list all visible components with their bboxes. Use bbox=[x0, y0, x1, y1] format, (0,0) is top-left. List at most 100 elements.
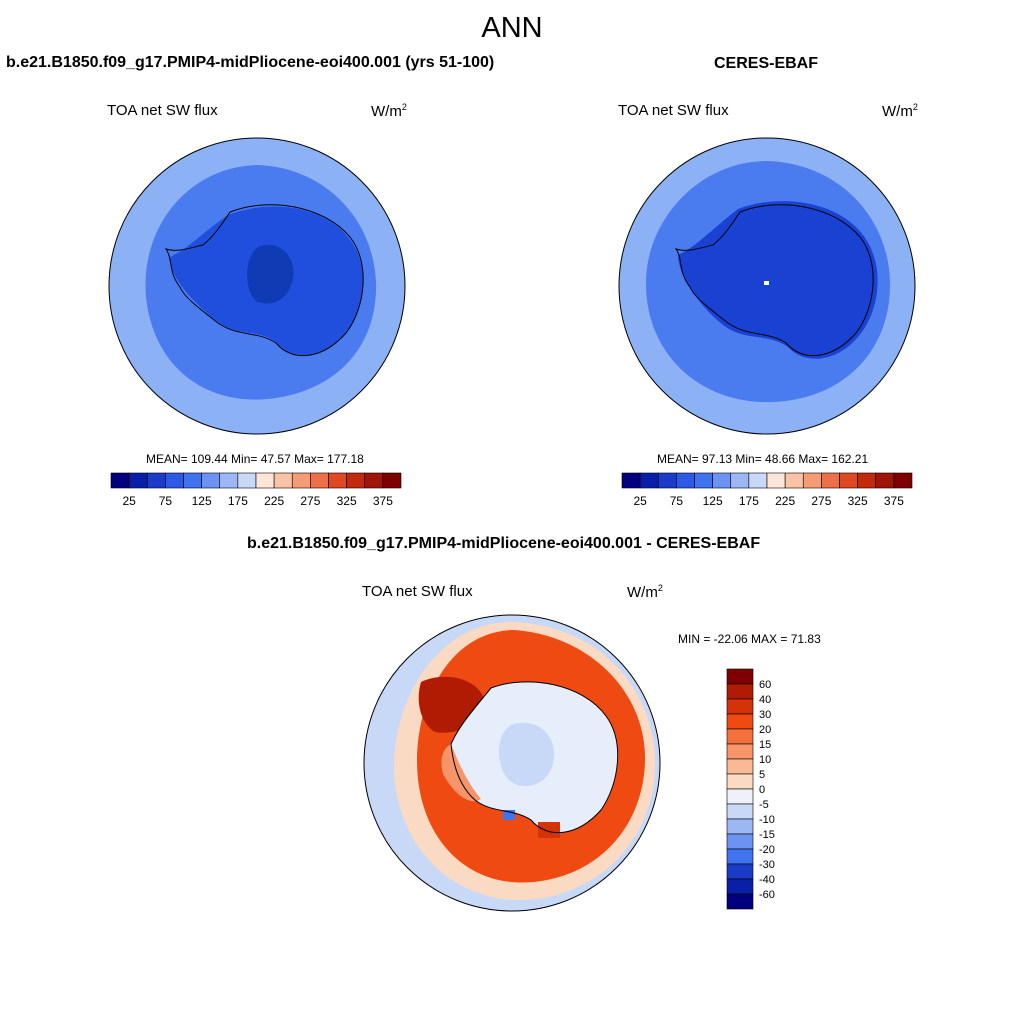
panel1-units: W/m2 bbox=[371, 102, 407, 120]
colorbar-diff-tick-label: -15 bbox=[759, 829, 775, 841]
colorbar-diff-tick-label: -20 bbox=[759, 844, 775, 856]
colorbar-model-swatch bbox=[219, 472, 239, 489]
panel2-stats: MEAN= 97.13 Min= 48.66 Max= 162.21 bbox=[657, 452, 869, 466]
colorbar-model-swatch bbox=[255, 472, 275, 489]
colorbar-model-swatch bbox=[346, 472, 366, 489]
map-diff-red-patch bbox=[538, 822, 560, 838]
colorbar-model-swatch bbox=[201, 472, 221, 489]
colorbar-obs-swatch bbox=[802, 472, 822, 489]
colorbar-model-tick-label: 275 bbox=[300, 494, 320, 508]
colorbar-diff-tick-label: 0 bbox=[759, 784, 765, 796]
colorbar-diff-swatch bbox=[726, 773, 754, 790]
map-obs bbox=[618, 137, 916, 435]
map-obs-coastline bbox=[674, 204, 874, 357]
colorbar-diff-swatch bbox=[726, 713, 754, 730]
colorbar-obs-swatch bbox=[676, 472, 695, 489]
colorbar-obs-tick-label: 75 bbox=[670, 494, 684, 508]
panel2-title: CERES-EBAF bbox=[714, 55, 819, 72]
colorbar-diff-swatch bbox=[726, 698, 754, 715]
colorbar-model-tick-label: 225 bbox=[264, 494, 284, 508]
colorbar-obs-swatch bbox=[639, 472, 659, 489]
colorbar-diff-swatch bbox=[726, 878, 754, 895]
panel2-units-base: W/m bbox=[882, 103, 913, 120]
colorbar-model-swatch bbox=[110, 472, 130, 489]
colorbar-obs-swatch bbox=[766, 472, 786, 489]
colorbar-diff-tick-label: -10 bbox=[759, 814, 775, 826]
colorbar-diff-tick-label: -60 bbox=[759, 889, 775, 901]
map-model bbox=[108, 137, 406, 435]
panel3-stats: MIN = -22.06 MAX = 71.83 bbox=[678, 632, 821, 646]
colorbar-model-tick-label: 125 bbox=[192, 494, 212, 508]
colorbar-diff-swatch bbox=[726, 848, 754, 865]
map-model-plateau bbox=[247, 244, 294, 304]
colorbar-obs-tick-label: 375 bbox=[884, 494, 904, 508]
colorbar-obs-swatch bbox=[875, 472, 895, 489]
map-diff-coast-warm bbox=[441, 744, 481, 802]
colorbar-model-swatch bbox=[165, 472, 184, 489]
colorbar-diff-swatch bbox=[726, 863, 754, 880]
colorbar-model-swatch bbox=[291, 472, 311, 489]
colorbar-diff-swatch bbox=[726, 818, 754, 835]
colorbar-model-swatch bbox=[183, 472, 202, 489]
map-diff-coastline bbox=[450, 681, 619, 834]
map-diff bbox=[363, 614, 661, 912]
colorbar-diff-swatch bbox=[726, 893, 754, 910]
panel3-units-base: W/m bbox=[627, 584, 658, 601]
colorbar-obs-tick-label: 325 bbox=[848, 494, 868, 508]
panel3-variable: TOA net SW flux bbox=[362, 583, 473, 600]
colorbar-diff-tick-label: 20 bbox=[759, 724, 771, 736]
panel1-variable: TOA net SW flux bbox=[107, 102, 218, 119]
colorbar-diff-swatch bbox=[726, 803, 754, 820]
colorbar-diff-tick-label: 30 bbox=[759, 709, 771, 721]
colorbar-model-tick-label: 175 bbox=[228, 494, 248, 508]
colorbar-model-tick-label: 375 bbox=[373, 494, 393, 508]
colorbar-obs-swatch bbox=[657, 472, 677, 489]
colorbar-obs-swatch bbox=[839, 472, 858, 489]
colorbar-diff-tick-label: 40 bbox=[759, 694, 771, 706]
colorbar-obs-tick-label: 175 bbox=[739, 494, 759, 508]
colorbar-diff-swatch bbox=[726, 668, 754, 685]
map-diff-interior-blue bbox=[498, 722, 555, 787]
colorbar-obs-swatch bbox=[784, 472, 804, 489]
colorbar-model-tick-label: 25 bbox=[122, 494, 136, 508]
panel2-units-exp: 2 bbox=[912, 102, 918, 112]
colorbar-diff-tick-label: -40 bbox=[759, 874, 775, 886]
colorbar-model: 25 75 125 175 225 275 325 375 bbox=[110, 472, 402, 508]
colorbar-diff-tick-label: 60 bbox=[759, 679, 771, 691]
colorbar-obs-tick-label: 25 bbox=[633, 494, 647, 508]
colorbar-obs-tick-label: 275 bbox=[811, 494, 831, 508]
colorbar-diff-tick-label: 10 bbox=[759, 754, 771, 766]
colorbar-model-swatch bbox=[146, 472, 166, 489]
map-obs-continent bbox=[678, 201, 878, 359]
main-title: ANN bbox=[481, 12, 543, 44]
colorbar-obs-swatch bbox=[712, 472, 732, 489]
colorbar-model-tick-label: 75 bbox=[159, 494, 173, 508]
colorbar-diff-tick-label: 15 bbox=[759, 739, 771, 751]
map-model-border bbox=[108, 137, 406, 435]
colorbar-obs-tick-label: 225 bbox=[775, 494, 795, 508]
colorbar-diff-swatch bbox=[726, 743, 754, 760]
colorbar-obs-swatch bbox=[857, 472, 877, 489]
colorbar-obs-swatch bbox=[694, 472, 713, 489]
colorbar-model-swatch bbox=[382, 472, 402, 489]
colorbar-obs-swatch bbox=[730, 472, 750, 489]
colorbar-model-swatch bbox=[237, 472, 257, 489]
colorbar-model-swatch bbox=[328, 472, 347, 489]
colorbar-obs-swatch bbox=[748, 472, 768, 489]
colorbar-obs-swatch bbox=[621, 472, 641, 489]
colorbar-model-tick-label: 325 bbox=[337, 494, 357, 508]
colorbar-diff-swatch bbox=[726, 758, 754, 775]
colorbar-diff-tick-label: 5 bbox=[759, 769, 765, 781]
panel3-units: W/m2 bbox=[627, 583, 663, 601]
panel1-units-base: W/m bbox=[371, 103, 402, 120]
map-diff-border bbox=[363, 614, 661, 912]
colorbar-diff-swatch bbox=[726, 788, 754, 805]
colorbar-model-swatch bbox=[273, 472, 293, 489]
colorbar-diff-tick-label: -5 bbox=[759, 799, 769, 811]
colorbar-diff-swatch bbox=[726, 728, 754, 745]
colorbar-model-swatch bbox=[364, 472, 384, 489]
colorbar-obs-tick-label: 125 bbox=[703, 494, 723, 508]
panel2-units: W/m2 bbox=[882, 102, 918, 120]
panel2-variable: TOA net SW flux bbox=[618, 102, 729, 119]
map-obs-border bbox=[618, 137, 916, 435]
